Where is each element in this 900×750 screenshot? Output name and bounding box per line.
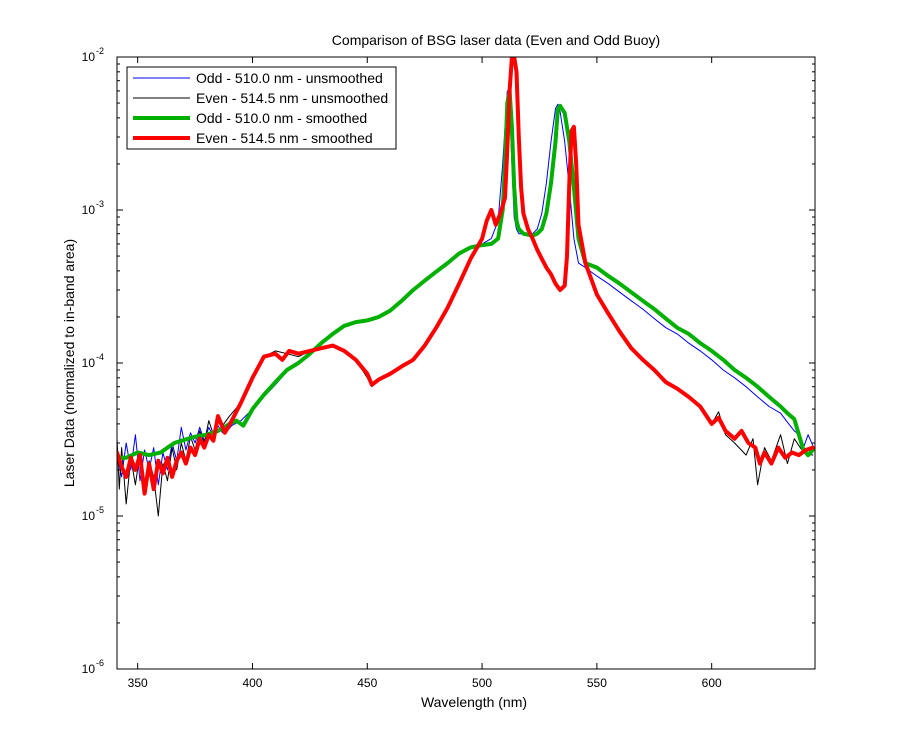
y-tick-exponent: -4: [96, 352, 104, 362]
legend-items: Odd - 510.0 nm - unsmoothed Even - 514.5 …: [133, 70, 388, 146]
legend-label-2: Even - 514.5 nm - unsmoothed: [196, 90, 388, 106]
y-tick-label: 10: [82, 662, 96, 676]
y-tick-label: 10: [82, 356, 96, 370]
x-tick-label: 350: [128, 676, 148, 690]
y-tick-exponent: -5: [96, 505, 104, 515]
y-tick-exponent: -3: [96, 199, 104, 209]
x-tick-label: 450: [357, 676, 377, 690]
y-tick-exponent: -2: [96, 46, 104, 56]
x-tick-label: 550: [587, 676, 607, 690]
x-tick-label: 600: [702, 676, 722, 690]
legend: Odd - 510.0 nm - unsmoothed Even - 514.5 …: [126, 66, 397, 150]
x-tick-label: 500: [472, 676, 492, 690]
y-tick-label: 10: [82, 203, 96, 217]
y-tick-label: 10: [82, 50, 96, 64]
y-tick-label: 10: [82, 509, 96, 523]
chart-title: Comparison of BSG laser data (Even and O…: [332, 32, 660, 48]
legend-box: [126, 66, 397, 150]
series-line-4: [117, 57, 815, 496]
legend-label-3: Odd - 510.0 nm - smoothed: [196, 110, 367, 126]
y-axis-label: Laser Data (normalized to in-band area): [61, 239, 77, 487]
x-axis-ticks: 350 400 450 500 550 600: [128, 57, 722, 690]
legend-label-1: Odd - 510.0 nm - unsmoothed: [196, 70, 383, 86]
x-axis-label: Wavelength (nm): [421, 694, 527, 710]
series-layer: [117, 57, 815, 517]
y-tick-exponent: -6: [96, 658, 104, 668]
y-axis-ticks: 10-610-510-410-310-2: [82, 46, 815, 676]
plot-area: [117, 57, 815, 669]
legend-label-4: Even - 514.5 nm - smoothed: [196, 130, 373, 146]
x-tick-label: 400: [242, 676, 262, 690]
